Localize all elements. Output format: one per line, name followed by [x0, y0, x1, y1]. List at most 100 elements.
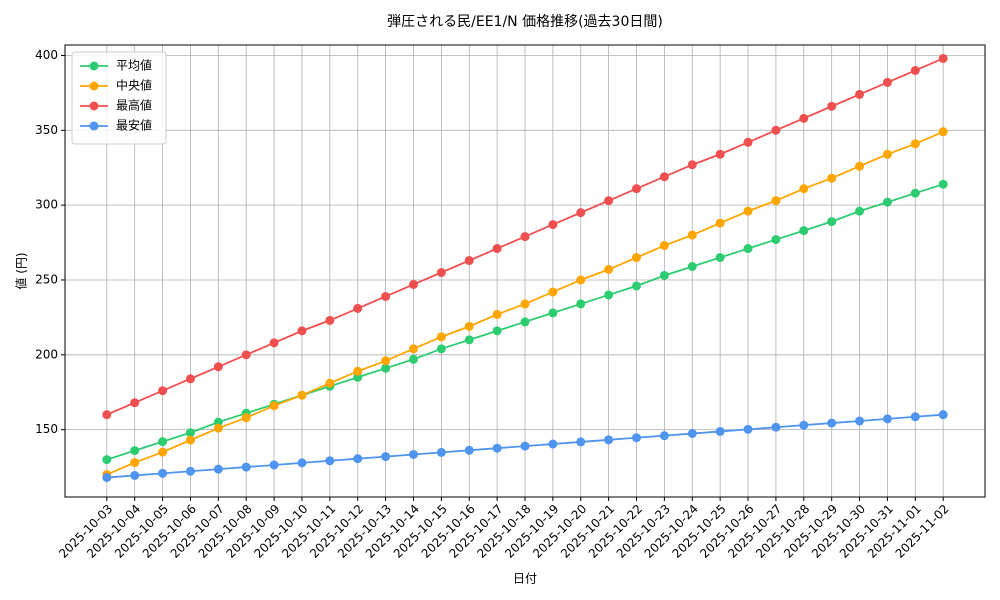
data-point	[353, 303, 363, 313]
y-tick-label: 150	[35, 422, 58, 436]
data-point	[297, 458, 307, 468]
data-point	[548, 308, 558, 318]
data-point	[436, 267, 446, 277]
chart-title: 弾圧される民/EE1/N 価格推移(過去30日間)	[387, 14, 663, 30]
data-point	[659, 431, 669, 441]
data-point	[743, 424, 753, 434]
data-point	[297, 326, 307, 336]
data-point	[604, 196, 614, 206]
data-point	[604, 435, 614, 445]
legend-marker	[89, 121, 99, 131]
data-point	[213, 423, 223, 433]
y-tick-label: 350	[35, 123, 58, 137]
legend-box	[71, 51, 167, 145]
data-point	[715, 218, 725, 228]
data-point	[827, 217, 837, 227]
data-point	[436, 344, 446, 354]
data-point	[715, 149, 725, 159]
data-point	[827, 173, 837, 183]
data-point	[185, 374, 195, 384]
data-point	[130, 398, 140, 408]
data-point	[213, 464, 223, 474]
data-point	[576, 208, 586, 218]
data-point	[492, 309, 502, 319]
y-axis-label: 値 (円)	[14, 252, 29, 289]
data-point	[102, 473, 112, 483]
data-point	[799, 420, 809, 430]
data-point	[158, 386, 168, 396]
data-point	[130, 446, 140, 456]
data-point	[882, 77, 892, 87]
data-point	[715, 426, 725, 436]
data-point	[855, 89, 865, 99]
y-tick-label: 250	[35, 272, 58, 286]
data-point	[771, 422, 781, 432]
data-point	[381, 452, 391, 462]
data-point	[130, 458, 140, 468]
data-point	[269, 338, 279, 348]
x-axis-label: 日付	[513, 572, 537, 586]
data-point	[241, 350, 251, 360]
data-point	[715, 253, 725, 263]
data-point	[102, 455, 112, 465]
data-point	[241, 413, 251, 423]
data-point	[632, 433, 642, 443]
y-tick-label: 400	[35, 48, 58, 62]
data-point	[436, 447, 446, 457]
data-point	[185, 466, 195, 476]
data-point	[408, 449, 418, 459]
data-point	[381, 356, 391, 366]
data-point	[687, 230, 697, 240]
data-point	[799, 113, 809, 123]
data-point	[381, 363, 391, 373]
data-point	[827, 101, 837, 111]
data-point	[548, 220, 558, 230]
data-point	[241, 462, 251, 472]
data-point	[659, 270, 669, 280]
data-point	[771, 196, 781, 206]
data-point	[325, 315, 335, 325]
data-point	[632, 253, 642, 263]
y-tick-label: 200	[35, 347, 58, 361]
legend-label: 最高値	[116, 98, 152, 113]
data-point	[158, 468, 168, 478]
data-point	[269, 401, 279, 411]
plot-frame	[64, 44, 986, 498]
data-point	[408, 354, 418, 364]
data-point	[799, 184, 809, 194]
data-point	[604, 265, 614, 275]
data-point	[771, 125, 781, 135]
data-point	[855, 206, 865, 216]
data-point	[576, 299, 586, 309]
legend-marker	[89, 101, 99, 111]
data-point	[687, 429, 697, 439]
data-point	[910, 65, 920, 75]
data-point	[492, 244, 502, 254]
data-point	[548, 287, 558, 297]
data-point	[520, 441, 530, 451]
data-point	[687, 262, 697, 272]
legend-label: 平均値	[116, 58, 152, 73]
data-point	[158, 437, 168, 447]
legend-label: 最安値	[116, 118, 152, 133]
data-point	[158, 447, 168, 457]
data-point	[910, 139, 920, 149]
data-point	[687, 160, 697, 170]
data-point	[185, 428, 195, 438]
data-point	[520, 232, 530, 242]
data-point	[102, 410, 112, 420]
data-point	[492, 443, 502, 453]
data-point	[910, 412, 920, 422]
legend-label: 中央値	[116, 78, 152, 93]
data-point	[799, 226, 809, 236]
legend-marker	[89, 81, 99, 91]
data-point	[632, 184, 642, 194]
data-point	[938, 179, 948, 189]
data-point	[464, 321, 474, 331]
data-point	[492, 326, 502, 336]
data-point	[408, 344, 418, 354]
data-point	[408, 279, 418, 289]
data-point	[882, 149, 892, 159]
data-point	[743, 244, 753, 254]
